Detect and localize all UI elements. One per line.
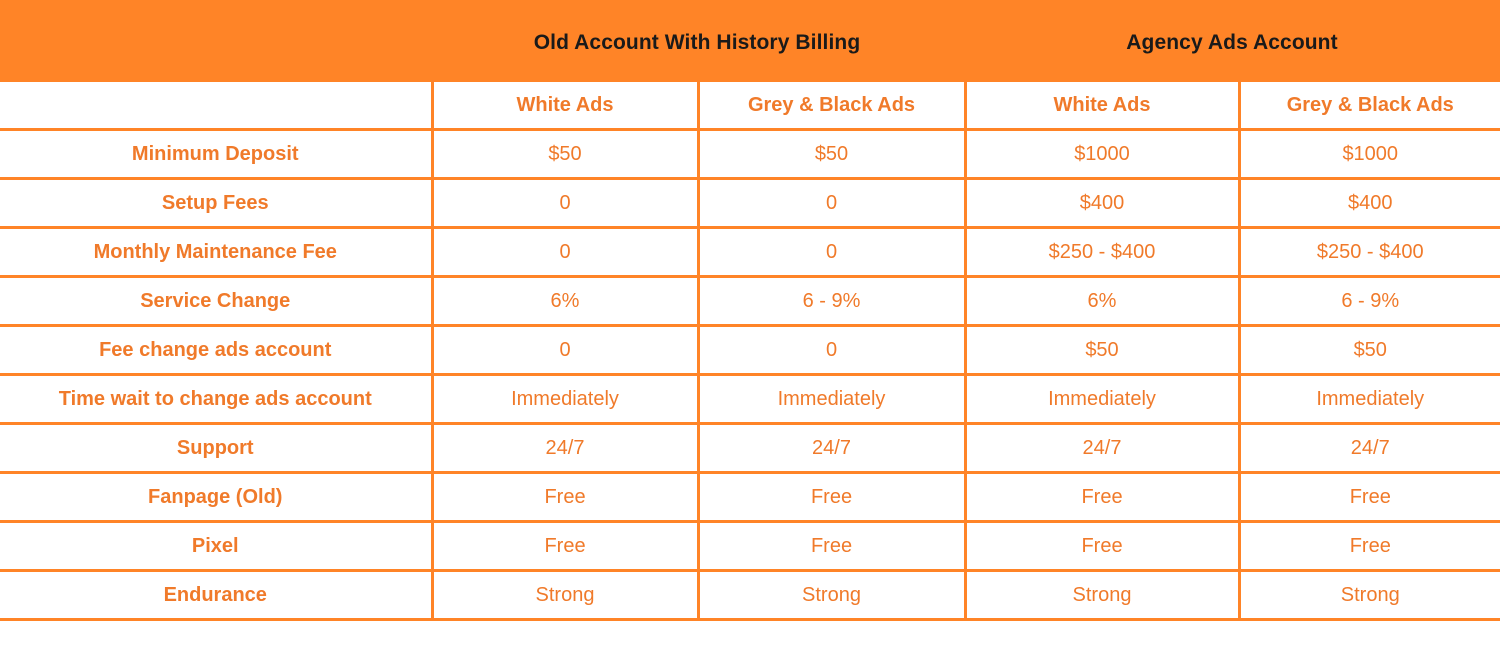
table-cell: $50 bbox=[1237, 324, 1500, 376]
table-cell: Free bbox=[430, 520, 700, 572]
table-cell: 0 bbox=[430, 177, 700, 229]
table-row: Service Change 6% 6 - 9% 6% 6 - 9% bbox=[0, 275, 1500, 327]
table-row: Time wait to change ads account Immediat… bbox=[0, 373, 1500, 425]
row-label: Service Change bbox=[0, 275, 434, 327]
table-cell: 24/7 bbox=[430, 422, 700, 474]
table-cell: 0 bbox=[430, 324, 700, 376]
table-cell: Strong bbox=[963, 569, 1241, 621]
table-cell: $400 bbox=[1237, 177, 1500, 229]
table-cell: $250 - $400 bbox=[963, 226, 1241, 278]
table-cell: 24/7 bbox=[1237, 422, 1500, 474]
table-cell: Immediately bbox=[430, 373, 700, 425]
table-cell: Free bbox=[696, 520, 967, 572]
row-label: Minimum Deposit bbox=[0, 128, 434, 180]
subheader-empty bbox=[0, 79, 434, 131]
table-row: Endurance Strong Strong Strong Strong bbox=[0, 569, 1500, 621]
table-row: Minimum Deposit $50 $50 $1000 $1000 bbox=[0, 128, 1500, 180]
table-cell: $250 - $400 bbox=[1237, 226, 1500, 278]
row-label: Endurance bbox=[0, 569, 434, 621]
table-cell: Free bbox=[963, 471, 1241, 523]
table-row: Fanpage (Old) Free Free Free Free bbox=[0, 471, 1500, 523]
table-cell: Free bbox=[1237, 520, 1500, 572]
table-row: Monthly Maintenance Fee 0 0 $250 - $400 … bbox=[0, 226, 1500, 278]
table-cell: Immediately bbox=[1237, 373, 1500, 425]
row-label: Pixel bbox=[0, 520, 434, 572]
table-cell: Free bbox=[430, 471, 700, 523]
subheader-white-ads-old: White Ads bbox=[430, 79, 700, 131]
subheader-grey-black-ads-agency: Grey & Black Ads bbox=[1237, 79, 1500, 131]
row-label: Monthly Maintenance Fee bbox=[0, 226, 434, 278]
table-row: Pixel Free Free Free Free bbox=[0, 520, 1500, 572]
header-band bbox=[0, 0, 1500, 82]
row-label: Time wait to change ads account bbox=[0, 373, 434, 425]
group-title-old-account: Old Account With History Billing bbox=[533, 31, 861, 54]
row-label: Setup Fees bbox=[0, 177, 434, 229]
table-row: Setup Fees 0 0 $400 $400 bbox=[0, 177, 1500, 229]
table-cell: 0 bbox=[696, 324, 967, 376]
table-cell: Strong bbox=[1237, 569, 1500, 621]
table-row: Support 24/7 24/7 24/7 24/7 bbox=[0, 422, 1500, 474]
subheader-row: White Ads Grey & Black Ads White Ads Gre… bbox=[0, 79, 1500, 131]
table-cell: $400 bbox=[963, 177, 1241, 229]
table-cell: 6% bbox=[430, 275, 700, 327]
table-cell: 0 bbox=[696, 177, 967, 229]
table-cell: $50 bbox=[963, 324, 1241, 376]
table-cell: 24/7 bbox=[696, 422, 967, 474]
table-cell: 24/7 bbox=[963, 422, 1241, 474]
table-cell: 6 - 9% bbox=[696, 275, 967, 327]
table-cell: 6% bbox=[963, 275, 1241, 327]
table-cell: 0 bbox=[430, 226, 700, 278]
table-cell: Immediately bbox=[696, 373, 967, 425]
table-cell: $1000 bbox=[963, 128, 1241, 180]
table-cell: Free bbox=[1237, 471, 1500, 523]
table-cell: Free bbox=[696, 471, 967, 523]
table-cell: Free bbox=[963, 520, 1241, 572]
table-cell: Strong bbox=[430, 569, 700, 621]
table-cell: Immediately bbox=[963, 373, 1241, 425]
table-row: Fee change ads account 0 0 $50 $50 bbox=[0, 324, 1500, 376]
row-label: Support bbox=[0, 422, 434, 474]
subheader-white-ads-agency: White Ads bbox=[963, 79, 1241, 131]
table-cell: Strong bbox=[696, 569, 967, 621]
table-cell: $50 bbox=[430, 128, 700, 180]
subheader-grey-black-ads-old: Grey & Black Ads bbox=[696, 79, 967, 131]
row-label: Fee change ads account bbox=[0, 324, 434, 376]
table-cell: $1000 bbox=[1237, 128, 1500, 180]
table-cell: 0 bbox=[696, 226, 967, 278]
table-cell: $50 bbox=[696, 128, 967, 180]
comparison-table: White Ads Grey & Black Ads White Ads Gre… bbox=[0, 79, 1500, 621]
row-label: Fanpage (Old) bbox=[0, 471, 434, 523]
table-cell: 6 - 9% bbox=[1237, 275, 1500, 327]
group-title-agency-account: Agency Ads Account bbox=[1126, 31, 1338, 54]
